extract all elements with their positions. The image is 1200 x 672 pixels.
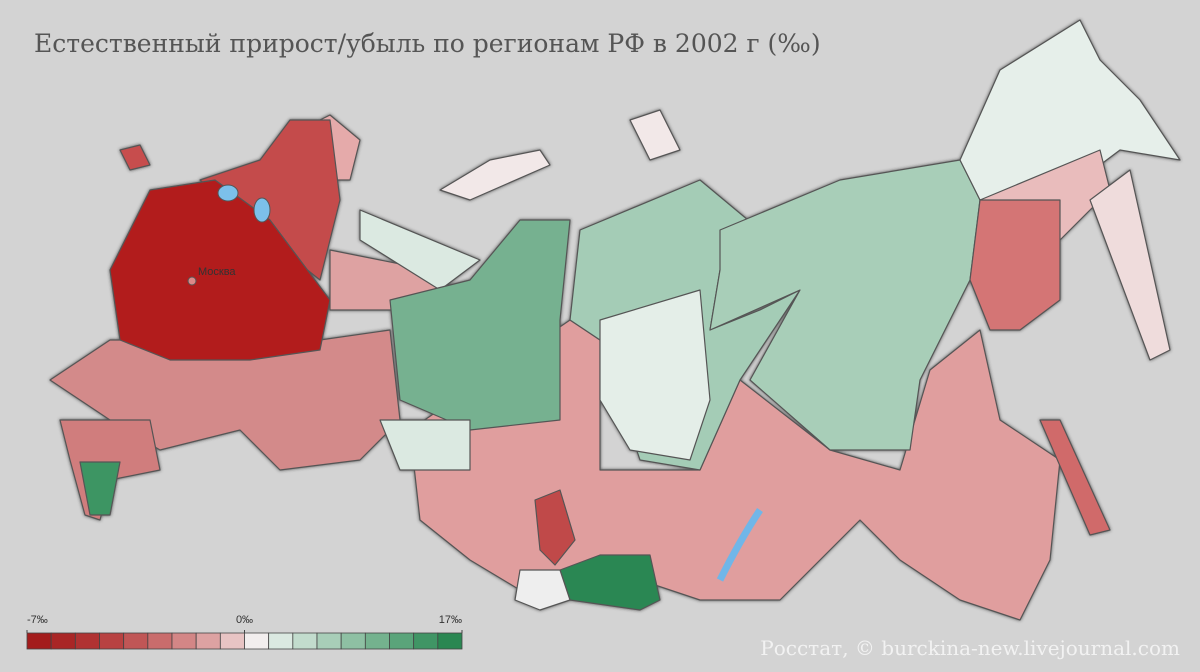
city-marker <box>187 276 197 286</box>
legend-swatch <box>195 632 221 650</box>
legend-swatch <box>99 632 125 650</box>
legend-swatch <box>123 632 149 650</box>
region <box>969 199 1061 331</box>
legend-swatch <box>50 632 76 650</box>
legend-swatch <box>316 632 342 650</box>
lake-baikal <box>716 508 763 582</box>
legend-swatch <box>364 632 390 650</box>
city-label: Москва <box>198 266 236 278</box>
region <box>599 289 711 461</box>
legend-swatch <box>147 632 173 650</box>
legend-tick-label: 0‰ <box>236 614 253 626</box>
region <box>379 419 471 471</box>
regions <box>49 19 1181 621</box>
region <box>534 489 576 566</box>
legend-swatch <box>437 632 463 650</box>
region <box>514 569 571 611</box>
lake <box>253 197 271 223</box>
legend: -7‰ 0‰ 17‰ <box>26 614 463 650</box>
map-title: Естественный прирост/убыль по регионам Р… <box>34 29 821 58</box>
region <box>119 144 151 171</box>
region <box>389 219 571 431</box>
legend-swatch <box>171 632 197 650</box>
legend-swatch <box>389 632 415 650</box>
source-note: Росстат, © burckina-new.livejournal.com <box>760 636 1180 660</box>
region <box>79 461 121 516</box>
region <box>1089 169 1171 361</box>
legend-swatch <box>26 632 52 650</box>
legend-tick-label: 17‰ <box>439 614 462 626</box>
legend-swatch <box>219 632 245 650</box>
legend-swatch <box>74 632 100 650</box>
legend-swatch <box>413 632 439 650</box>
legend-swatch <box>340 632 366 650</box>
legend-tick-label: -7‰ <box>27 614 48 626</box>
region <box>1039 419 1111 536</box>
legend-swatch <box>244 632 270 650</box>
region <box>629 109 681 161</box>
legend-swatch <box>292 632 318 650</box>
lake <box>217 184 239 202</box>
legend-swatch <box>268 632 294 650</box>
region <box>439 149 551 201</box>
